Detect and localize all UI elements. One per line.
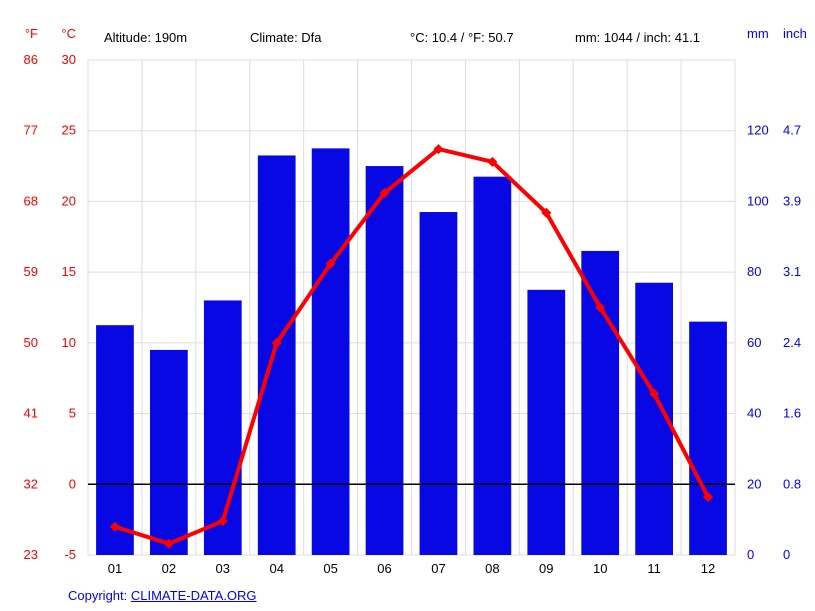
c-tick-label: -5 bbox=[64, 547, 76, 562]
inch-tick-label: 1.6 bbox=[783, 406, 801, 421]
inch-tick-label: 4.7 bbox=[783, 123, 801, 138]
mm-tick-label: 80 bbox=[747, 264, 761, 279]
x-tick-label: 08 bbox=[485, 561, 499, 576]
c-tick-label: 15 bbox=[62, 264, 76, 279]
x-tick-label: 03 bbox=[216, 561, 230, 576]
c-unit: °C bbox=[61, 26, 76, 41]
precip-bar bbox=[527, 290, 565, 555]
precip-bar bbox=[474, 177, 512, 555]
x-tick-label: 04 bbox=[269, 561, 283, 576]
c-tick-label: 10 bbox=[62, 335, 76, 350]
climate-chart: 010203040506070809101112-505101520253023… bbox=[0, 0, 815, 611]
mm-unit: mm bbox=[747, 26, 769, 41]
x-tick-label: 06 bbox=[377, 561, 391, 576]
inch-tick-label: 3.9 bbox=[783, 193, 801, 208]
chart-canvas: 010203040506070809101112-505101520253023… bbox=[0, 0, 815, 611]
c-tick-label: 25 bbox=[62, 123, 76, 138]
f-tick-label: 77 bbox=[24, 123, 38, 138]
avg-temp-info: °C: 10.4 / °F: 50.7 bbox=[410, 30, 514, 45]
precip-info: mm: 1044 / inch: 41.1 bbox=[575, 30, 700, 45]
x-tick-label: 09 bbox=[539, 561, 553, 576]
precip-bar bbox=[366, 166, 404, 555]
precip-bar bbox=[689, 322, 727, 555]
x-tick-label: 10 bbox=[593, 561, 607, 576]
c-tick-label: 30 bbox=[62, 52, 76, 67]
x-tick-label: 02 bbox=[162, 561, 176, 576]
c-tick-label: 5 bbox=[69, 406, 76, 421]
precip-bar bbox=[420, 212, 458, 555]
mm-tick-label: 120 bbox=[747, 123, 769, 138]
f-unit: °F bbox=[25, 26, 38, 41]
copyright-prefix: Copyright: bbox=[68, 588, 131, 603]
x-tick-label: 07 bbox=[431, 561, 445, 576]
c-tick-label: 0 bbox=[69, 476, 76, 491]
inch-tick-label: 3.1 bbox=[783, 264, 801, 279]
mm-tick-label: 60 bbox=[747, 335, 761, 350]
climate-info: Climate: Dfa bbox=[250, 30, 322, 45]
f-tick-label: 68 bbox=[24, 193, 38, 208]
c-tick-label: 20 bbox=[62, 193, 76, 208]
f-tick-label: 59 bbox=[24, 264, 38, 279]
x-tick-label: 05 bbox=[323, 561, 337, 576]
copyright-link[interactable]: CLIMATE-DATA.ORG bbox=[131, 588, 257, 603]
mm-tick-label: 20 bbox=[747, 476, 761, 491]
mm-tick-label: 0 bbox=[747, 547, 754, 562]
inch-tick-label: 2.4 bbox=[783, 335, 801, 350]
x-tick-label: 12 bbox=[701, 561, 715, 576]
precip-bar bbox=[581, 251, 619, 555]
mm-tick-label: 100 bbox=[747, 193, 769, 208]
inch-tick-label: 0 bbox=[783, 547, 790, 562]
mm-tick-label: 40 bbox=[747, 406, 761, 421]
f-tick-label: 50 bbox=[24, 335, 38, 350]
altitude-info: Altitude: 190m bbox=[104, 30, 187, 45]
precip-bar bbox=[312, 148, 350, 555]
f-tick-label: 23 bbox=[24, 547, 38, 562]
inch-unit: inch bbox=[783, 26, 807, 41]
x-tick-label: 01 bbox=[108, 561, 122, 576]
precip-bar bbox=[258, 155, 296, 555]
precip-bar bbox=[96, 325, 134, 555]
f-tick-label: 41 bbox=[24, 406, 38, 421]
copyright: Copyright: CLIMATE-DATA.ORG bbox=[68, 588, 257, 603]
f-tick-label: 86 bbox=[24, 52, 38, 67]
f-tick-label: 32 bbox=[24, 476, 38, 491]
precip-bar bbox=[150, 350, 188, 555]
inch-tick-label: 0.8 bbox=[783, 476, 801, 491]
x-tick-label: 11 bbox=[647, 561, 661, 576]
